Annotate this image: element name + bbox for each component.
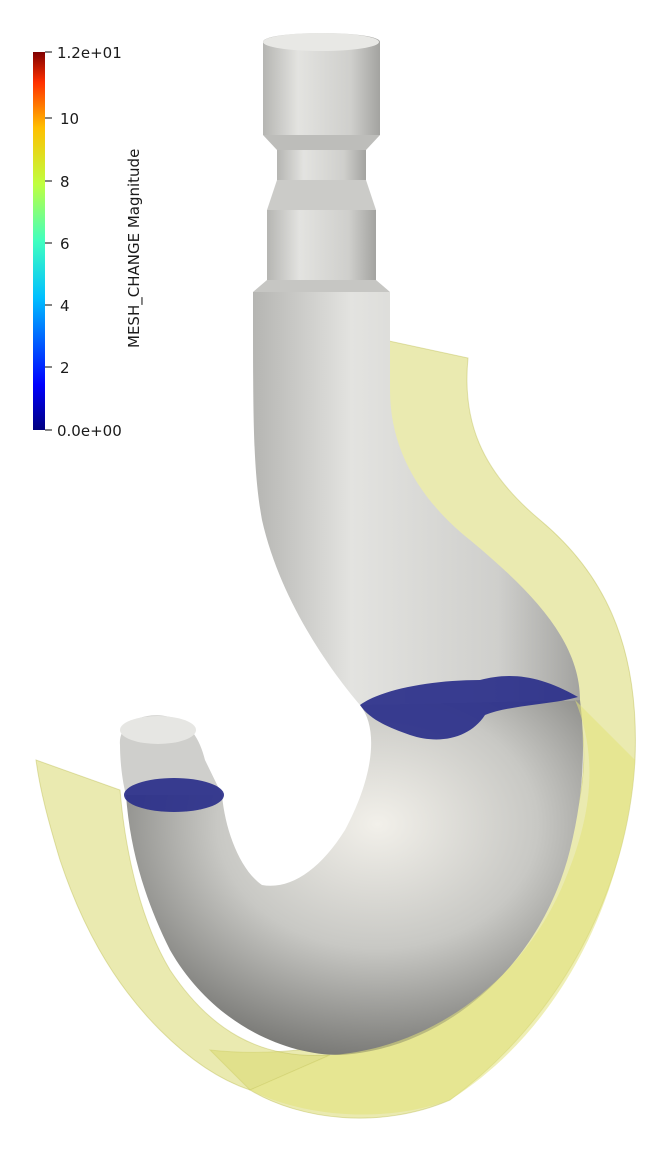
cross-section-upper (360, 675, 578, 740)
colorbar-tick-label: 10 (60, 110, 79, 128)
hook-model[interactable] (119, 33, 583, 1055)
colorbar-gradient (33, 52, 45, 430)
colorbar-max-label: 1.2e+01 (57, 44, 122, 62)
cross-section-tip (124, 778, 224, 812)
colorbar-tick-label: 4 (60, 297, 70, 315)
colorbar-title: MESH_CHANGE Magnitude (125, 149, 144, 348)
colorbar-tick-label: 6 (60, 235, 70, 253)
colorbar: 1.2e+01 10 8 6 4 2 0.0e+00 MESH_CHANGE M… (33, 44, 144, 440)
colorbar-min-label: 0.0e+00 (57, 422, 122, 440)
colorbar-tick-label: 2 (60, 359, 70, 377)
slice-plane-front (35, 700, 635, 1115)
colorbar-tick-label: 8 (60, 173, 70, 191)
